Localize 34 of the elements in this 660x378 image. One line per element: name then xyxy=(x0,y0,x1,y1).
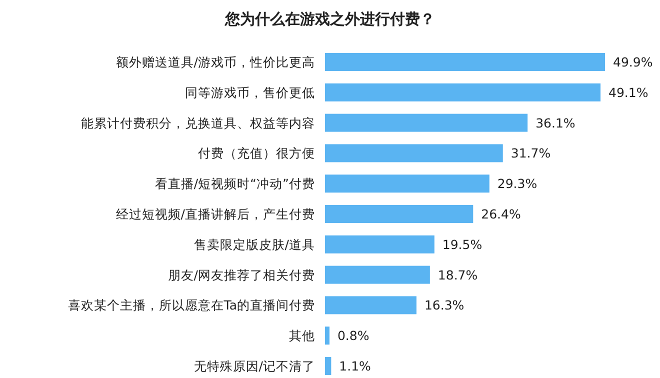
y-tick-label: 额外赠送道具/游戏币，性价比更高 xyxy=(116,54,315,70)
y-tick-label: 朋友/网友推荐了相关付费 xyxy=(168,267,315,282)
y-tick-label: 售卖限定版皮肤/道具 xyxy=(194,236,315,252)
bar xyxy=(325,83,601,102)
bar xyxy=(325,205,474,223)
y-tick-label: 能累计付费积分，兑换道具、权益等内容 xyxy=(81,115,315,130)
data-label: 49.1% xyxy=(608,84,648,100)
bar xyxy=(325,266,430,284)
data-label: 49.9% xyxy=(613,54,653,70)
y-tick-label: 付费（充值）很方便 xyxy=(197,146,315,161)
bar xyxy=(325,174,490,193)
y-tick-label: 经过短视频/直播讲解后，产生付费 xyxy=(116,206,315,222)
data-label: 29.3% xyxy=(497,176,538,192)
bar xyxy=(325,53,605,71)
data-label: 19.5% xyxy=(442,236,482,252)
data-label: 36.1% xyxy=(536,115,576,130)
y-tick-label: 其他 xyxy=(289,328,315,344)
y-tick-label: 同等游戏币，售价更低 xyxy=(185,84,315,100)
data-label: 0.8% xyxy=(337,328,370,344)
bar xyxy=(325,326,330,345)
data-label: 1.1% xyxy=(339,358,372,374)
data-label: 31.7% xyxy=(510,146,551,161)
y-tick-label: 看直播/短视频时“冲动”付费 xyxy=(154,176,315,192)
chart-title: 您为什么在游戏之外进行付费？ xyxy=(224,10,435,28)
bar xyxy=(325,235,434,254)
bar xyxy=(325,114,528,132)
data-label: 16.3% xyxy=(424,298,464,313)
bar xyxy=(325,296,416,314)
y-tick-label: 喜欢某个主播，所以愿意在Ta的直播间付费 xyxy=(68,298,315,313)
y-tick-label: 无特殊原因/记不清了 xyxy=(194,358,315,374)
bar xyxy=(325,144,503,162)
data-label: 26.4% xyxy=(481,206,521,222)
data-label: 18.7% xyxy=(438,267,478,282)
bar xyxy=(325,357,332,375)
